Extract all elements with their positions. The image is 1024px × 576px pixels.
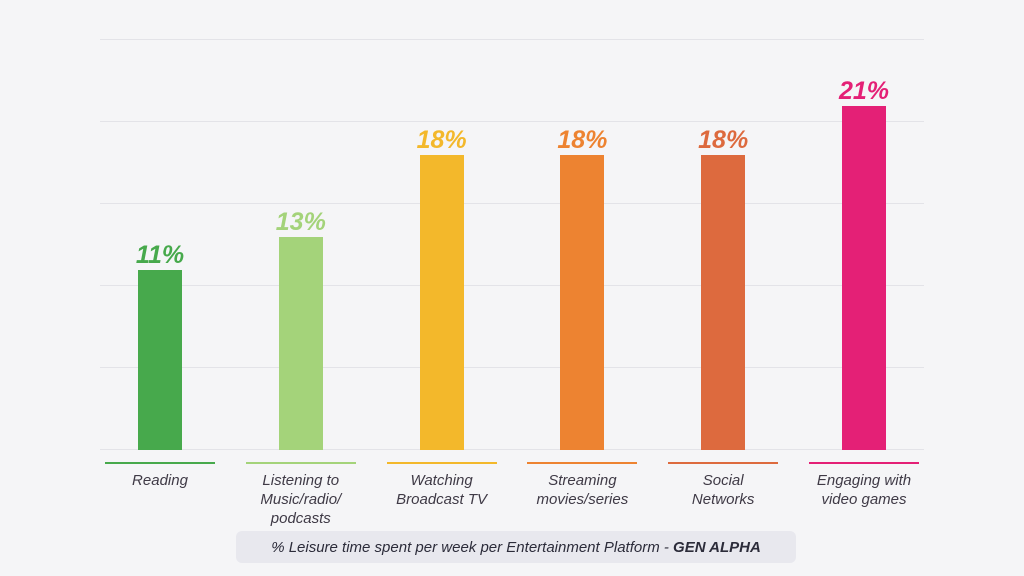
category-underline xyxy=(387,462,497,464)
category-underline xyxy=(105,462,215,464)
plot-area: 11% 13% 18% 18% 18% 21% xyxy=(100,40,924,450)
category-underline xyxy=(809,462,919,464)
category-label: Reading xyxy=(100,472,220,528)
bars-container: 11% 13% 18% 18% 18% 21% xyxy=(100,40,924,450)
bar-value-label: 18% xyxy=(557,128,607,153)
bar xyxy=(420,155,464,450)
underline-slot xyxy=(804,462,924,464)
category-label: Watching Broadcast TV xyxy=(382,472,502,528)
bar-slot: 21% xyxy=(804,40,924,450)
bar xyxy=(701,155,745,450)
chart-canvas: 11% 13% 18% 18% 18% 21% Reading Listening to M… xyxy=(0,0,1024,576)
category-labels: Reading Listening to Music/radio/ podcast… xyxy=(100,472,924,528)
underline-slot xyxy=(522,462,642,464)
bar-slot: 11% xyxy=(100,40,220,450)
bar-slot: 18% xyxy=(663,40,783,450)
bar-value-label: 13% xyxy=(276,210,326,235)
bar xyxy=(138,270,182,450)
category-label: Listening to Music/radio/ podcasts xyxy=(241,472,361,528)
category-underline xyxy=(668,462,778,464)
category-underline xyxy=(246,462,356,464)
chart-caption: % Leisure time spent per week per Entert… xyxy=(236,531,796,563)
underline-slot xyxy=(241,462,361,464)
underline-slot xyxy=(382,462,502,464)
bar-slot: 18% xyxy=(522,40,642,450)
bar-value-label: 21% xyxy=(839,79,889,104)
caption-prefix: % Leisure time spent per week per Entert… xyxy=(271,539,673,556)
category-label: Social Networks xyxy=(663,472,783,528)
caption-bold: GEN ALPHA xyxy=(673,539,761,556)
category-label: Streaming movies/series xyxy=(522,472,642,528)
bar xyxy=(842,106,886,450)
caption-text: % Leisure time spent per week per Entert… xyxy=(271,539,761,556)
bar xyxy=(560,155,604,450)
category-label: Engaging with video games xyxy=(804,472,924,528)
category-underline xyxy=(527,462,637,464)
bar-value-label: 18% xyxy=(698,128,748,153)
bar-value-label: 11% xyxy=(136,243,184,268)
bar-slot: 13% xyxy=(241,40,361,450)
underline-slot xyxy=(100,462,220,464)
underline-slot xyxy=(663,462,783,464)
bar-slot: 18% xyxy=(382,40,502,450)
bar xyxy=(279,237,323,450)
category-underlines xyxy=(100,462,924,464)
bar-value-label: 18% xyxy=(417,128,467,153)
